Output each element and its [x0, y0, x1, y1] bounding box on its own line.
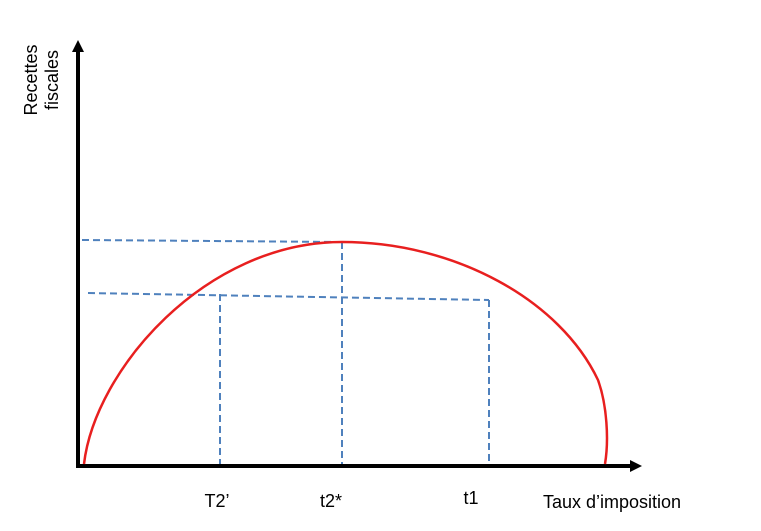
laffer-curve: [82, 240, 609, 465]
x-tick-label-t1: t1: [463, 488, 478, 508]
x-tick-label-t2prime: T2’: [204, 491, 229, 511]
guide-lines: [81, 239, 490, 464]
guide-max-horizontal: [81, 239, 343, 243]
y-axis-label-line2: fiscales: [42, 50, 62, 110]
y-axis-label-line1: Recettes: [21, 44, 41, 115]
guide-equal-revenue-horizontal: [87, 292, 490, 301]
x-tick-label-t2star: t2*: [320, 491, 342, 511]
x-axis-label: Taux d’imposition: [543, 492, 681, 512]
